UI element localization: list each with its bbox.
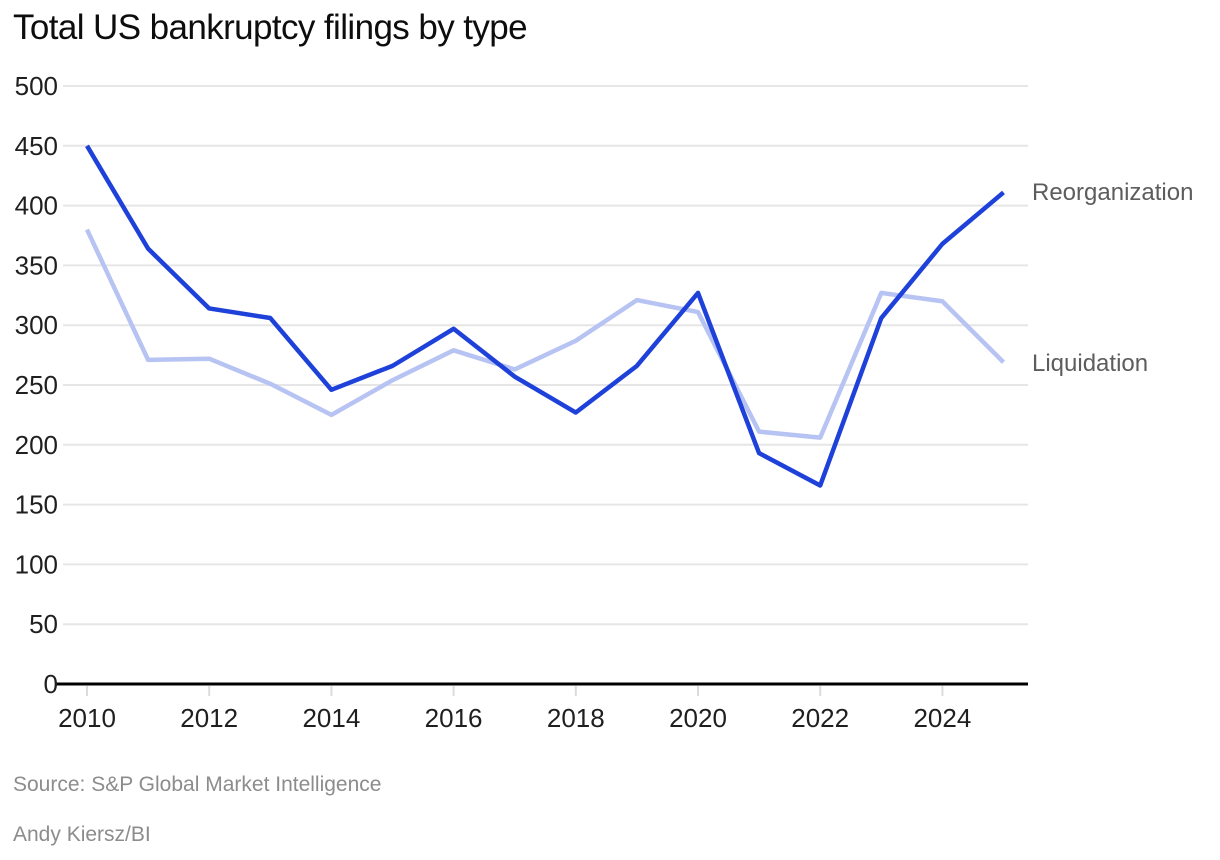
source-text: Source: S&P Global Market Intelligence [13, 773, 382, 796]
y-tick-label: 250 [15, 370, 58, 400]
y-tick-label: 350 [15, 250, 58, 280]
y-tick-label: 100 [15, 549, 58, 579]
y-tick-label: 300 [15, 310, 58, 340]
y-tick-label: 150 [15, 490, 58, 520]
x-tick-label: 2014 [302, 703, 360, 733]
series-label-liquidation: Liquidation [1032, 350, 1149, 377]
x-tick-label: 2012 [180, 703, 238, 733]
y-tick-label: 400 [15, 191, 58, 221]
x-tick-label: 2022 [791, 703, 849, 733]
series-line-liquidation [84, 228, 1006, 440]
x-tick-label: 2024 [913, 703, 971, 733]
y-tick-label: 200 [15, 430, 58, 460]
y-tick-label: 50 [29, 609, 58, 639]
series-line-reorganization [85, 144, 1005, 488]
x-tick-label: 2010 [58, 703, 116, 733]
x-tick-label: 2018 [547, 703, 605, 733]
y-tick-label: 500 [15, 71, 58, 101]
credit-text: Andy Kiersz/BI [13, 823, 151, 846]
y-tick-label: 0 [44, 669, 58, 699]
x-tick-label: 2020 [669, 703, 727, 733]
chart-title: Total US bankruptcy filings by type [13, 8, 528, 47]
y-tick-label: 450 [15, 131, 58, 161]
series-label-reorganization: Reorganization [1032, 179, 1194, 206]
x-tick-label: 2016 [425, 703, 483, 733]
